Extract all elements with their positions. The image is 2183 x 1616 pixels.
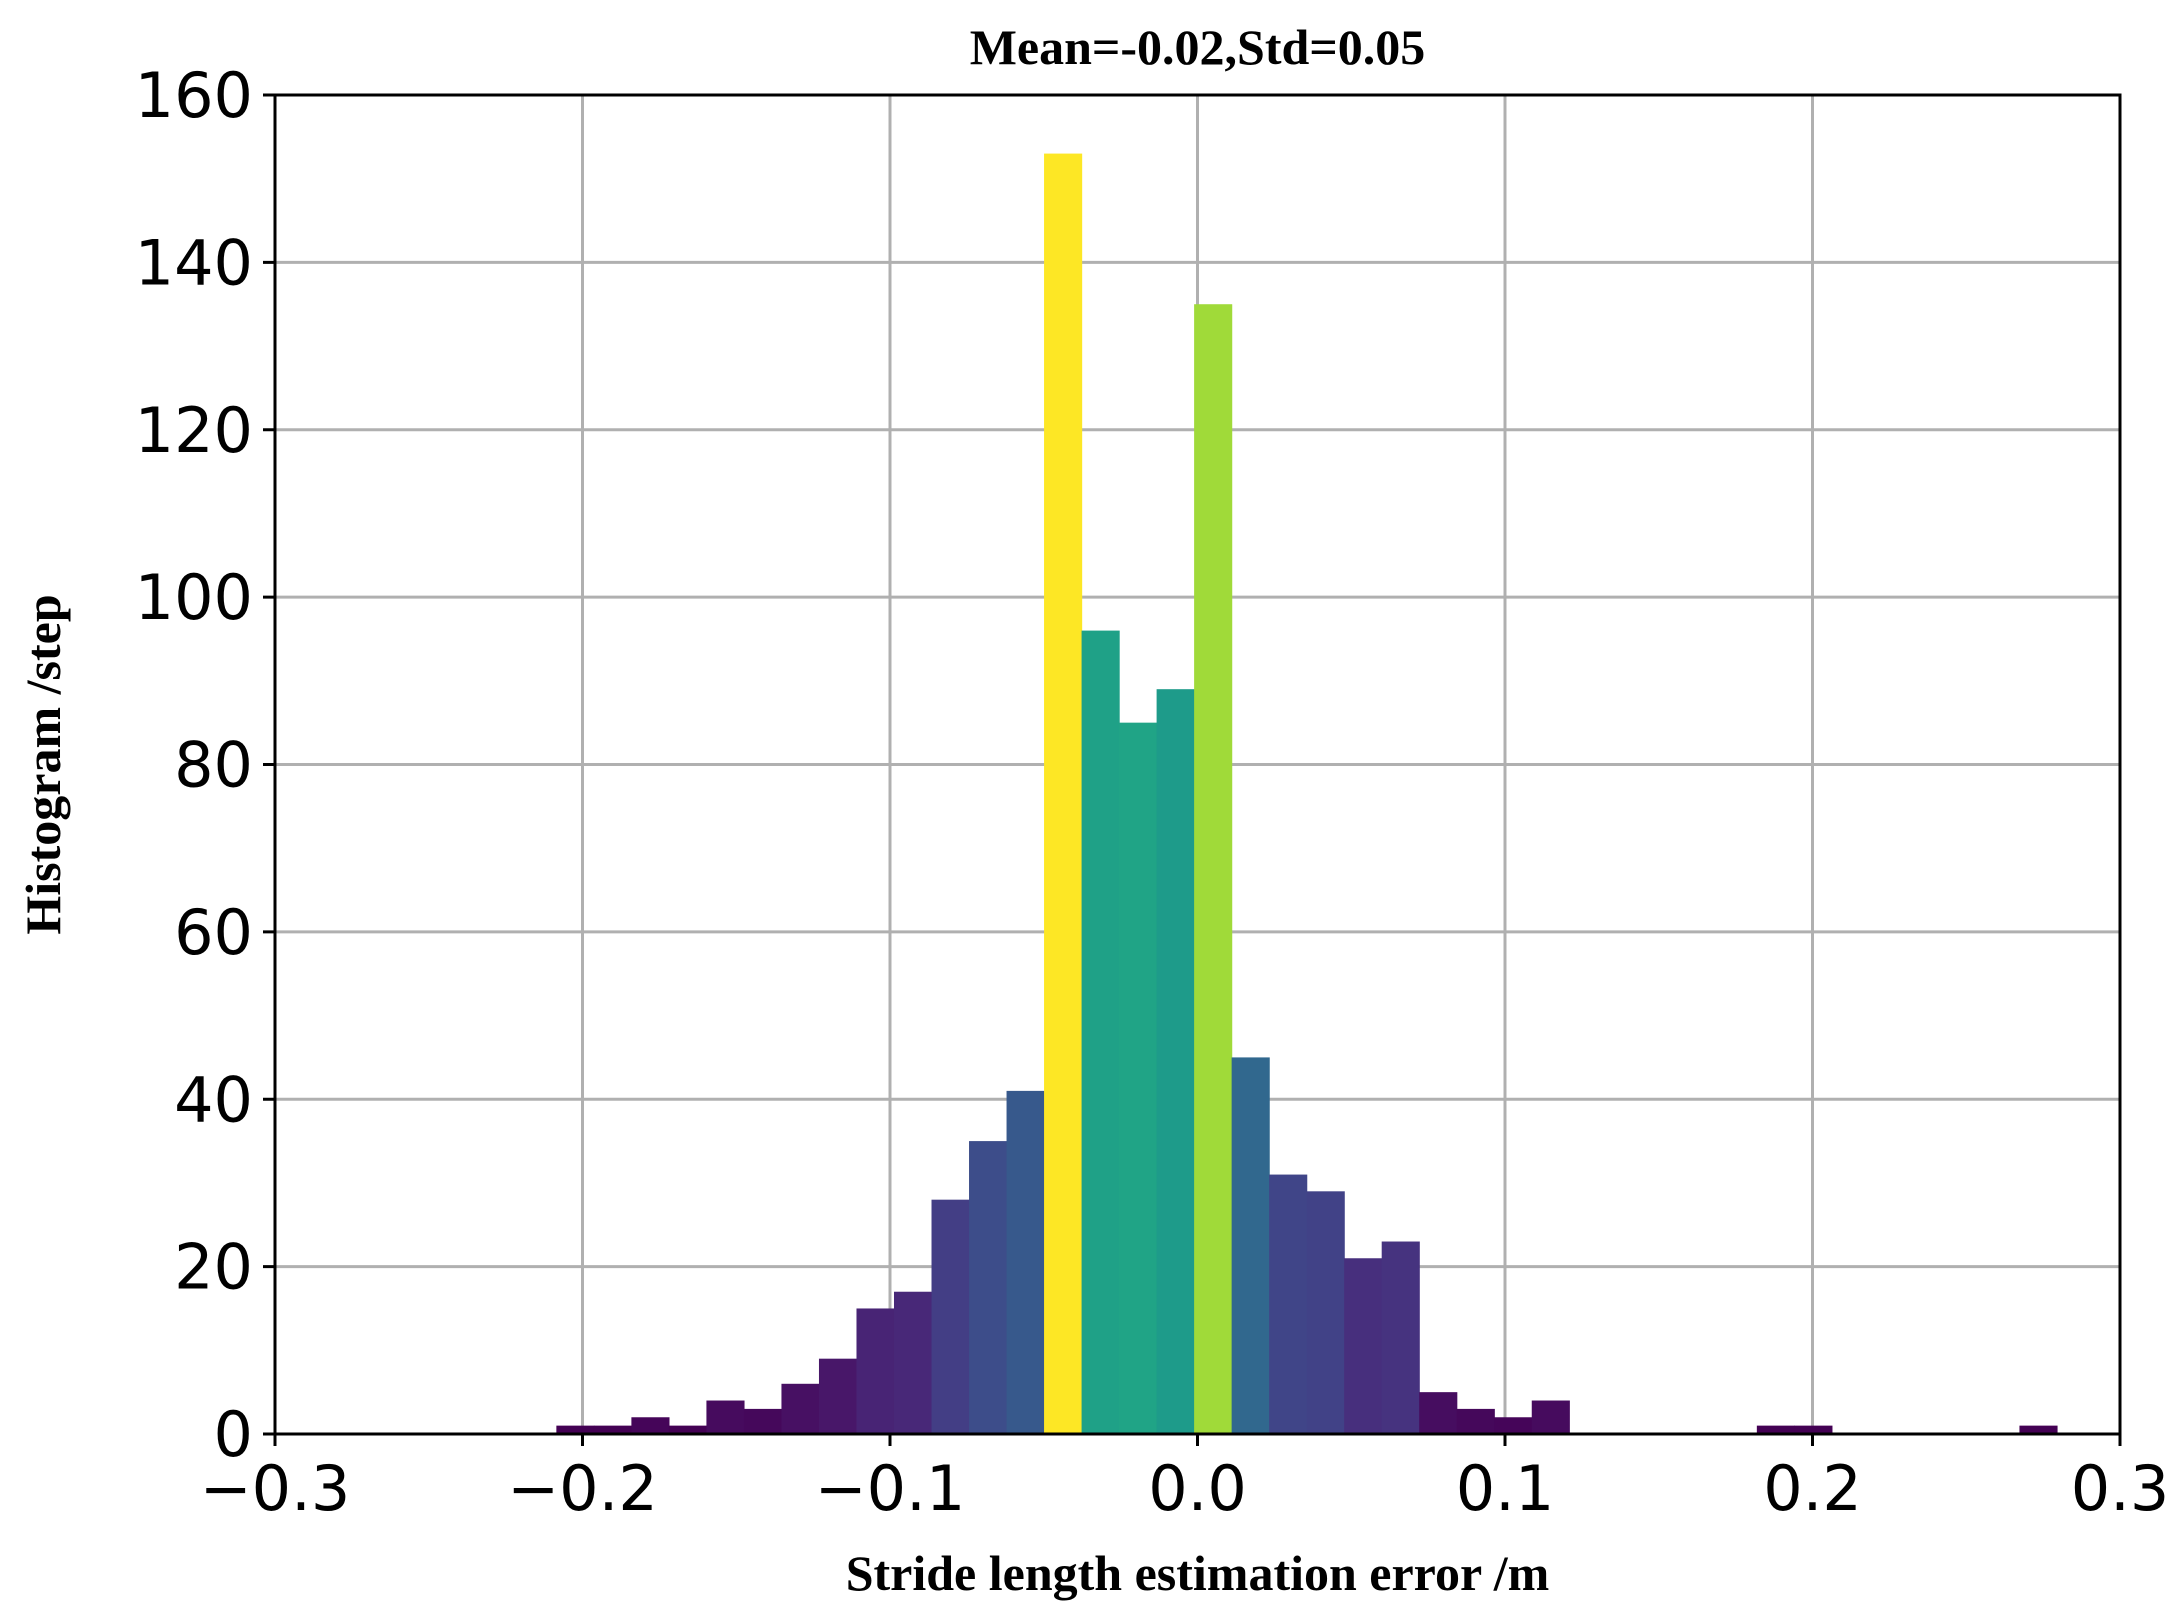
histogram-bar <box>1156 689 1195 1434</box>
histogram-bar <box>2019 1425 2058 1434</box>
histogram-bar <box>856 1308 895 1434</box>
histogram-bar <box>1044 153 1083 1434</box>
histogram-bar <box>1531 1400 1570 1434</box>
y-tick-label: 40 <box>174 1063 253 1136</box>
histogram-bar <box>1419 1392 1458 1434</box>
y-tick-label: 80 <box>174 729 253 802</box>
histogram-bar <box>818 1358 858 1434</box>
histogram-bar <box>1006 1090 1045 1434</box>
x-tick-label: −0.3 <box>200 1452 351 1525</box>
histogram-bar <box>1456 1408 1495 1434</box>
histogram-bar <box>1231 1057 1270 1434</box>
y-tick-label: 120 <box>135 394 253 467</box>
ticks: −0.3 −0.2 −0.1 0.0 0.1 0.2 0.3 0 20 40 60 80 100 120 1… <box>135 59 2170 1525</box>
histogram-bar <box>631 1417 670 1434</box>
histogram-bar <box>1344 1258 1383 1434</box>
histogram-bar <box>706 1400 745 1434</box>
histogram-bar <box>1494 1417 1533 1434</box>
x-tick-label: 0.3 <box>2071 1452 2170 1525</box>
histogram-bar <box>593 1425 632 1434</box>
y-tick-label: 60 <box>174 896 253 969</box>
histogram-bar <box>969 1141 1008 1434</box>
x-tick-label: −0.2 <box>507 1452 658 1525</box>
y-tick-label: 160 <box>135 59 253 132</box>
y-tick-label: 20 <box>174 1231 253 1304</box>
histogram-bar <box>556 1425 595 1434</box>
histogram-bar <box>1306 1191 1345 1434</box>
y-axis-label: Histogram /step <box>15 594 71 934</box>
y-tick-label: 0 <box>214 1398 253 1471</box>
histogram-bar <box>1194 304 1233 1434</box>
histogram-bar <box>743 1408 783 1434</box>
x-axis-label: Stride length estimation error /m <box>846 1545 1550 1601</box>
histogram-bar <box>931 1199 970 1434</box>
chart-title: Mean=-0.02,Std=0.05 <box>970 19 1426 75</box>
histogram-bar <box>1269 1174 1308 1434</box>
histogram-bar <box>1381 1241 1420 1434</box>
histogram-bar <box>1756 1425 1795 1434</box>
x-tick-label: −0.1 <box>815 1452 966 1525</box>
x-tick-label: 0.1 <box>1456 1452 1555 1525</box>
histogram-bar <box>1081 630 1120 1434</box>
histogram-bar <box>668 1425 708 1434</box>
histogram-bar <box>1794 1425 1833 1434</box>
bars <box>556 153 2058 1434</box>
x-tick-label: 0.2 <box>1763 1452 1862 1525</box>
histogram-bar <box>1119 722 1158 1434</box>
y-tick-label: 140 <box>135 226 253 299</box>
histogram-bar <box>893 1291 933 1434</box>
y-tick-label: 100 <box>135 561 253 634</box>
histogram-bar <box>781 1383 820 1434</box>
x-tick-label: 0.0 <box>1148 1452 1247 1525</box>
